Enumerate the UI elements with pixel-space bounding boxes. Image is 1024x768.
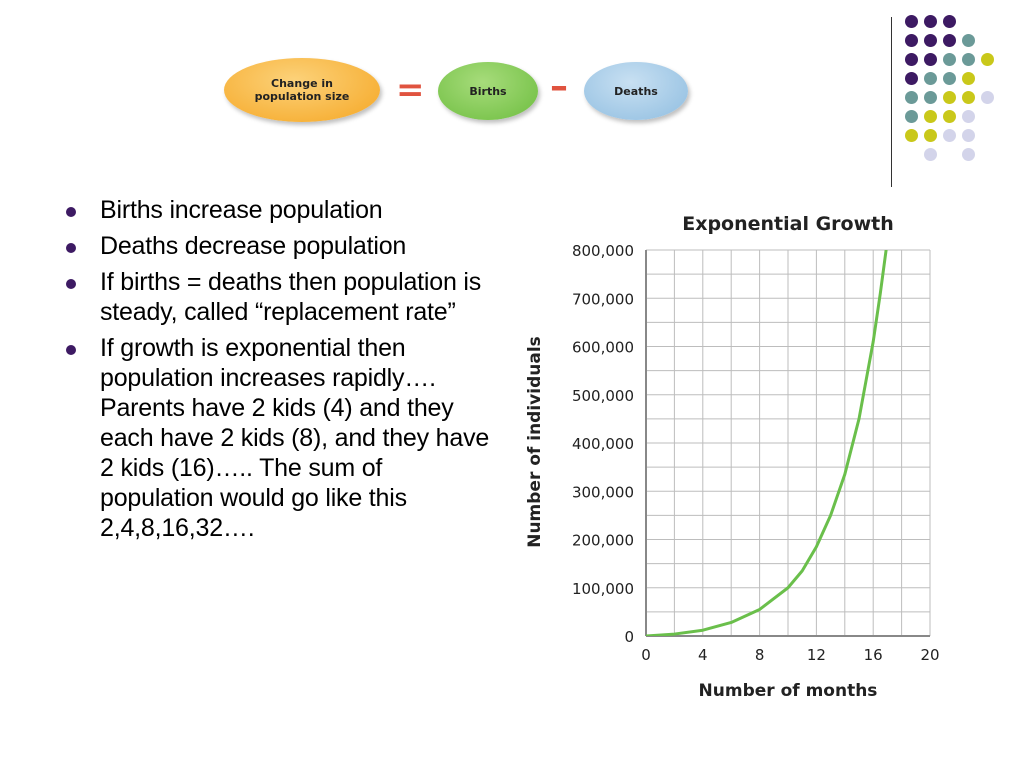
x-tick-label: 8 (755, 646, 765, 664)
bullet-item: If births = deaths then population is st… (66, 267, 496, 327)
y-axis-label: Number of individuals (525, 336, 545, 548)
deaths-label: Deaths (614, 84, 658, 98)
decorative-dot-icon (943, 15, 956, 28)
births-label: Births (469, 84, 507, 98)
decorative-dot-icon (905, 110, 918, 123)
decorative-dot-icon (924, 34, 937, 47)
decorative-dot-icon (924, 91, 937, 104)
decorative-dot-icon (924, 148, 937, 161)
minus-sign: – (550, 66, 568, 107)
decorative-dot-icon (962, 91, 975, 104)
y-tick-label: 0 (624, 628, 634, 646)
y-tick-label: 300,000 (572, 483, 634, 501)
decorative-dot-icon (981, 91, 994, 104)
decorative-dot-icon (962, 148, 975, 161)
decorative-dot-icon (943, 53, 956, 66)
bullet-dot-icon (66, 345, 76, 355)
deaths-pill: Deaths (584, 62, 688, 120)
decorative-dot-icon (981, 53, 994, 66)
decorative-dot-icon (905, 91, 918, 104)
exponential-growth-chart: Exponential Growth 0 100,000 200,000 300,00… (525, 213, 940, 701)
bullet-item: If growth is exponential then population… (66, 333, 496, 543)
bullet-dot-icon (66, 279, 76, 289)
decorative-dot-icon (905, 34, 918, 47)
x-tick-label: 12 (807, 646, 826, 664)
decorative-dot-icon (943, 110, 956, 123)
bullet-item: Births increase population (66, 195, 496, 225)
y-tick-label: 400,000 (572, 435, 634, 453)
bullet-list: Births increase population Deaths decrea… (66, 195, 496, 549)
decorative-dot-icon (905, 72, 918, 85)
change-in-population-pill: Change in population size (224, 58, 380, 122)
decorative-dot-icon (962, 34, 975, 47)
y-tick-label: 700,000 (572, 290, 634, 308)
decorative-dot-icon (905, 15, 918, 28)
decorative-dot-icon (924, 15, 937, 28)
y-tick-label: 600,000 (572, 339, 634, 357)
decorative-dot-icon (943, 72, 956, 85)
decorative-dot-grid (905, 15, 1024, 165)
x-tick-label: 16 (864, 646, 883, 664)
chart-grid (645, 249, 931, 637)
chart-series (646, 250, 888, 636)
decorative-dot-icon (943, 129, 956, 142)
bullet-text: If births = deaths then population is st… (100, 268, 482, 326)
decorative-dot-icon (905, 129, 918, 142)
decorative-dot-icon (962, 129, 975, 142)
y-tick-label: 200,000 (572, 532, 634, 550)
chart-title: Exponential Growth (682, 213, 894, 235)
decorative-dot-icon (962, 110, 975, 123)
x-tick-label: 0 (641, 646, 651, 664)
bullet-text: Births increase population (100, 196, 383, 224)
y-tick-label: 500,000 (572, 387, 634, 405)
decorative-dot-icon (905, 53, 918, 66)
x-axis-label: Number of months (699, 681, 878, 701)
decorative-dot-icon (962, 72, 975, 85)
series-line (646, 250, 888, 636)
change-label: Change in population size (254, 77, 350, 103)
decorative-dot-icon (924, 110, 937, 123)
population-equation: Change in population size = Births – Dea… (222, 52, 692, 132)
bullet-dot-icon (66, 207, 76, 217)
y-axis-ticks: 0 100,000 200,000 300,000 400,000 500,000 600,… (572, 242, 634, 646)
bullet-dot-icon (66, 243, 76, 253)
bullet-text: Deaths decrease population (100, 232, 407, 260)
x-tick-label: 4 (698, 646, 708, 664)
decorative-dot-icon (943, 91, 956, 104)
bullet-item: Deaths decrease population (66, 231, 496, 261)
decorative-dot-icon (924, 53, 937, 66)
x-axis-ticks: 0 4 8 12 16 20 (641, 646, 939, 664)
bullet-text: If growth is exponential then population… (100, 334, 490, 542)
decorative-dot-icon (924, 72, 937, 85)
y-tick-label: 800,000 (572, 242, 634, 260)
y-tick-label: 100,000 (572, 580, 634, 598)
x-tick-label: 20 (920, 646, 939, 664)
decorative-divider (891, 17, 892, 187)
decorative-dot-icon (962, 53, 975, 66)
births-pill: Births (438, 62, 538, 120)
equals-sign: = (396, 70, 425, 110)
decorative-dot-icon (943, 34, 956, 47)
decorative-dot-icon (924, 129, 937, 142)
